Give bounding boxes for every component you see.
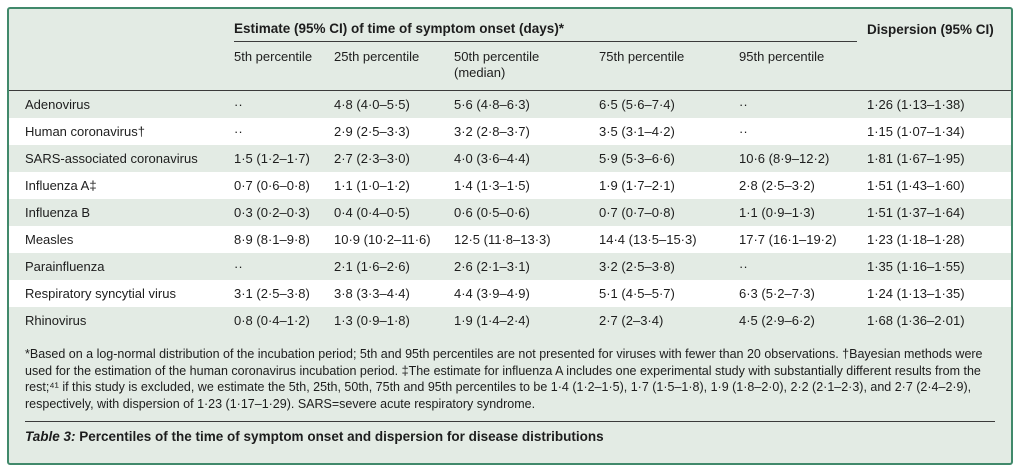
table-caption-number: Table 3: — [25, 429, 76, 444]
cell-25th-percentile: 2·9 (2·5–3·3) — [334, 124, 410, 139]
cell-5th-percentile: ·· — [234, 97, 243, 112]
cell-50th-percentile: 0·6 (0·5–0·6) — [454, 205, 530, 220]
table-row: Human coronavirus† ·· 2·9 (2·5–3·3) 3·2 … — [9, 118, 1011, 145]
cell-5th-percentile: ·· — [234, 259, 243, 274]
cell-75th-percentile: 0·7 (0·7–0·8) — [599, 205, 675, 220]
cell-95th-percentile: 1·1 (0·9–1·3) — [739, 205, 815, 220]
cell-25th-percentile: 1·3 (0·9–1·8) — [334, 313, 410, 328]
row-label: SARS-associated coronavirus — [25, 151, 198, 166]
cell-5th-percentile: 3·1 (2·5–3·8) — [234, 286, 310, 301]
table-body: Adenovirus ·· 4·8 (4·0–5·5) 5·6 (4·8–6·3… — [9, 91, 1011, 334]
caption-divider — [25, 421, 995, 422]
row-label: Influenza B — [25, 205, 91, 220]
table-caption-text: Percentiles of the time of symptom onset… — [75, 429, 604, 444]
dispersion-column-header: Dispersion (95% CI) — [867, 22, 994, 37]
column-header-50th-percentile: 50th percentile (median) — [454, 49, 540, 80]
table-row: SARS-associated coronavirus 1·5 (1·2–1·7… — [9, 145, 1011, 172]
table-subheader-row: 5th percentile 25th percentile 50th perc… — [9, 42, 1011, 91]
cell-50th-percentile: 4·0 (3·6–4·4) — [454, 151, 530, 166]
cell-50th-percentile: 4·4 (3·9–4·9) — [454, 286, 530, 301]
cell-95th-percentile: 4·5 (2·9–6·2) — [739, 313, 815, 328]
cell-dispersion: 1·68 (1·36–2·01) — [867, 313, 965, 328]
column-header-25th-percentile: 25th percentile — [334, 49, 420, 64]
cell-95th-percentile: 10·6 (8·9–12·2) — [739, 151, 830, 166]
cell-25th-percentile: 2·1 (1·6–2·6) — [334, 259, 410, 274]
cell-50th-percentile: 1·4 (1·3–1·5) — [454, 178, 530, 193]
cell-75th-percentile: 6·5 (5·6–7·4) — [599, 97, 675, 112]
cell-dispersion: 1·51 (1·43–1·60) — [867, 178, 965, 193]
cell-dispersion: 1·24 (1·13–1·35) — [867, 286, 965, 301]
cell-95th-percentile: 17·7 (16·1–19·2) — [739, 232, 837, 247]
cell-25th-percentile: 3·8 (3·3–4·4) — [334, 286, 410, 301]
cell-95th-percentile: ·· — [739, 97, 748, 112]
table-caption: Table 3: Percentiles of the time of symp… — [9, 422, 1011, 444]
table-row: Measles 8·9 (8·1–9·8) 10·9 (10·2–11·6) 1… — [9, 226, 1011, 253]
cell-50th-percentile: 12·5 (11·8–13·3) — [454, 232, 551, 247]
row-label: Human coronavirus† — [25, 124, 145, 139]
table-row: Parainfluenza ·· 2·1 (1·6–2·6) 2·6 (2·1–… — [9, 253, 1011, 280]
cell-dispersion: 1·15 (1·07–1·34) — [867, 124, 965, 139]
cell-5th-percentile: 0·3 (0·2–0·3) — [234, 205, 310, 220]
cell-50th-percentile: 1·9 (1·4–2·4) — [454, 313, 530, 328]
column-header-75th-percentile: 75th percentile — [599, 49, 685, 64]
cell-5th-percentile: ·· — [234, 124, 243, 139]
cell-25th-percentile: 4·8 (4·0–5·5) — [334, 97, 410, 112]
row-label: Respiratory syncytial virus — [25, 286, 176, 301]
row-label: Parainfluenza — [25, 259, 105, 274]
cell-95th-percentile: ·· — [739, 124, 748, 139]
cell-25th-percentile: 0·4 (0·4–0·5) — [334, 205, 410, 220]
cell-25th-percentile: 1·1 (1·0–1·2) — [334, 178, 410, 193]
cell-75th-percentile: 3·5 (3·1–4·2) — [599, 124, 675, 139]
cell-75th-percentile: 5·1 (4·5–5·7) — [599, 286, 675, 301]
cell-95th-percentile: ·· — [739, 259, 748, 274]
cell-dispersion: 1·23 (1·18–1·28) — [867, 232, 965, 247]
cell-75th-percentile: 5·9 (5·3–6·6) — [599, 151, 675, 166]
estimate-group-header: Estimate (95% CI) of time of symptom ons… — [234, 21, 857, 42]
cell-50th-percentile: 3·2 (2·8–3·7) — [454, 124, 530, 139]
cell-50th-percentile: 5·6 (4·8–6·3) — [454, 97, 530, 112]
cell-dispersion: 1·51 (1·37–1·64) — [867, 205, 965, 220]
table-row: Rhinovirus 0·8 (0·4–1·2) 1·3 (0·9–1·8) 1… — [9, 307, 1011, 334]
cell-5th-percentile: 0·8 (0·4–1·2) — [234, 313, 310, 328]
table-card: Estimate (95% CI) of time of symptom ons… — [7, 7, 1013, 465]
row-label: Measles — [25, 232, 74, 247]
row-label: Adenovirus — [25, 97, 91, 112]
column-header-95th-percentile: 95th percentile — [739, 49, 825, 64]
cell-75th-percentile: 1·9 (1·7–2·1) — [599, 178, 675, 193]
table-row: Adenovirus ·· 4·8 (4·0–5·5) 5·6 (4·8–6·3… — [9, 91, 1011, 118]
row-label: Rhinovirus — [25, 313, 87, 328]
cell-5th-percentile: 8·9 (8·1–9·8) — [234, 232, 310, 247]
cell-25th-percentile: 10·9 (10·2–11·6) — [334, 232, 431, 247]
cell-25th-percentile: 2·7 (2·3–3·0) — [334, 151, 410, 166]
cell-95th-percentile: 6·3 (5·2–7·3) — [739, 286, 815, 301]
table-footnote: *Based on a log-normal distribution of t… — [25, 347, 983, 411]
table-row: Influenza A‡ 0·7 (0·6–0·8) 1·1 (1·0–1·2)… — [9, 172, 1011, 199]
cell-75th-percentile: 2·7 (2–3·4) — [599, 313, 664, 328]
cell-dispersion: 1·81 (1·67–1·95) — [867, 151, 965, 166]
column-header-5th-percentile: 5th percentile — [234, 49, 313, 64]
cell-75th-percentile: 3·2 (2·5–3·8) — [599, 259, 675, 274]
cell-dispersion: 1·35 (1·16–1·55) — [867, 259, 965, 274]
cell-50th-percentile: 2·6 (2·1–3·1) — [454, 259, 530, 274]
cell-95th-percentile: 2·8 (2·5–3·2) — [739, 178, 815, 193]
cell-dispersion: 1·26 (1·13–1·38) — [867, 97, 965, 112]
cell-75th-percentile: 14·4 (13·5–15·3) — [599, 232, 697, 247]
cell-5th-percentile: 0·7 (0·6–0·8) — [234, 178, 310, 193]
table-row: Respiratory syncytial virus 3·1 (2·5–3·8… — [9, 280, 1011, 307]
table-row: Influenza B 0·3 (0·2–0·3) 0·4 (0·4–0·5) … — [9, 199, 1011, 226]
cell-5th-percentile: 1·5 (1·2–1·7) — [234, 151, 310, 166]
row-label: Influenza A‡ — [25, 178, 97, 193]
table-header-group-row: Estimate (95% CI) of time of symptom ons… — [9, 9, 1011, 42]
